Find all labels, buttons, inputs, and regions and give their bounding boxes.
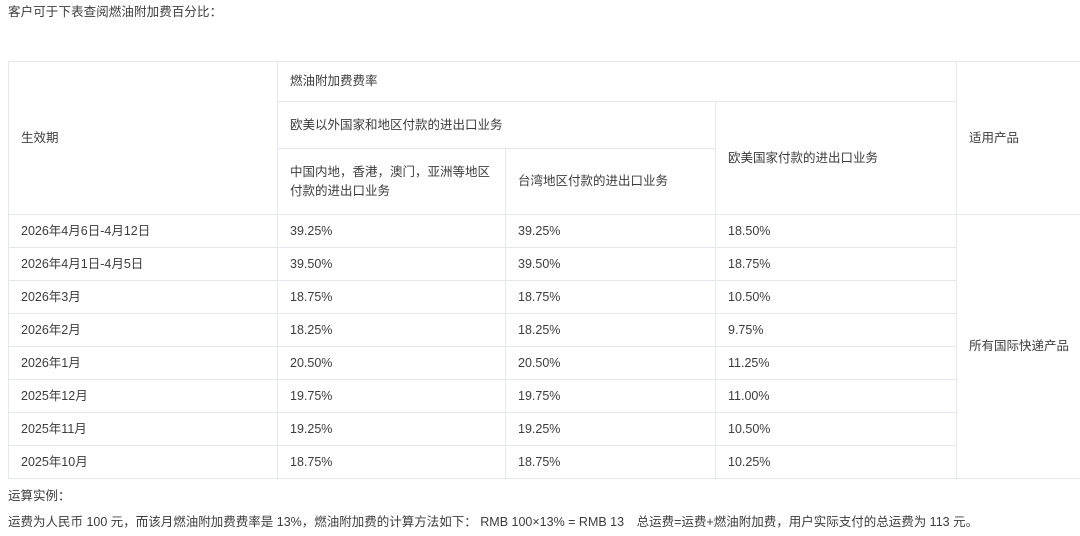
header-effective-period: 生效期 [8,61,278,215]
fuel-surcharge-table: 生效期 燃油附加费费率 适用产品 欧美以外国家和地区付款的进出口业务 欧美国家付… [8,61,1080,479]
header-china-hk-macau-asia-column: 中国内地，香港，澳门，亚洲等地区付款的进出口业务 [277,148,506,215]
cell-china-hk-macau-asia: 18.75% [277,280,506,314]
cell-china-hk-macau-asia: 39.50% [277,247,506,281]
header-taiwan-column: 台湾地区付款的进出口业务 [505,148,716,215]
calculation-example-title: 运算实例： [8,489,71,503]
cell-taiwan: 19.75% [505,379,716,413]
cell-taiwan: 19.25% [505,412,716,446]
cell-europe-america: 18.50% [714,214,958,248]
cell-taiwan: 20.50% [505,346,716,380]
table-row: 2025年12月 19.75% 19.75% 11.00% [8,379,1080,413]
table-row: 2025年10月 18.75% 18.75% 10.25% [8,445,1080,479]
table-header-row-3: 中国内地，香港，澳门，亚洲等地区付款的进出口业务 台湾地区付款的进出口业务 [9,148,1080,215]
cell-europe-america: 10.25% [714,445,958,479]
cell-period: 2026年1月 [8,346,278,380]
cell-china-hk-macau-asia: 19.75% [277,379,506,413]
cell-china-hk-macau-asia: 18.75% [277,445,506,479]
cell-europe-america: 10.50% [714,280,958,314]
cell-europe-america: 18.75% [714,247,958,281]
cell-period: 2025年11月 [8,412,278,446]
table-header-row-1: 生效期 燃油附加费费率 适用产品 [8,61,1080,215]
table-row: 2026年1月 20.50% 20.50% 11.25% [8,346,1080,380]
cell-taiwan: 39.50% [505,247,716,281]
table-row: 2026年4月6日-4月12日 39.25% 39.25% 18.50% 所有国… [8,214,1080,479]
cell-china-hk-macau-asia: 39.25% [277,214,506,248]
header-non-europe-america-group: 欧美以外国家和地区付款的进出口业务 [277,101,716,149]
table-row: 2025年11月 19.25% 19.25% 10.50% [8,412,1080,446]
calculation-example-body: 运费为人民币 100 元，而该月燃油附加费费率是 13%，燃油附加费的计算方法如… [8,515,979,529]
cell-period: 2026年2月 [8,313,278,347]
cell-period: 2026年3月 [8,280,278,314]
intro-paragraph: 客户可于下表查阅燃油附加费百分比： [8,5,223,19]
cell-europe-america: 11.25% [714,346,958,380]
cell-applicable-product-merged: 所有国际快递产品 [956,214,1080,479]
cell-taiwan: 39.25% [505,214,716,248]
cell-period: 2026年4月1日-4月5日 [8,247,278,281]
cell-taiwan: 18.75% [505,445,716,479]
cell-china-hk-macau-asia: 20.50% [277,346,506,380]
table-header-row-2: 欧美以外国家和地区付款的进出口业务 欧美国家付款的进出口业务 [9,101,1080,215]
cell-period: 2025年12月 [8,379,278,413]
cell-europe-america: 11.00% [714,379,958,413]
cell-taiwan: 18.25% [505,313,716,347]
header-europe-america-column: 欧美国家付款的进出口业务 [714,101,958,215]
header-rate-group: 燃油附加费费率 [276,61,958,102]
cell-europe-america: 9.75% [714,313,958,347]
table-row: 2026年3月 18.75% 18.75% 10.50% [8,280,1080,314]
cell-europe-america: 10.50% [714,412,958,446]
cell-china-hk-macau-asia: 19.25% [277,412,506,446]
cell-china-hk-macau-asia: 18.25% [277,313,506,347]
cell-taiwan: 18.75% [505,280,716,314]
table-row: 2026年4月1日-4月5日 39.50% 39.50% 18.75% [8,247,1080,281]
table-row: 2026年2月 18.25% 18.25% 9.75% [8,313,1080,347]
cell-period: 2025年10月 [8,445,278,479]
cell-period: 2026年4月6日-4月12日 [8,214,278,248]
header-applicable-product: 适用产品 [956,61,1080,215]
